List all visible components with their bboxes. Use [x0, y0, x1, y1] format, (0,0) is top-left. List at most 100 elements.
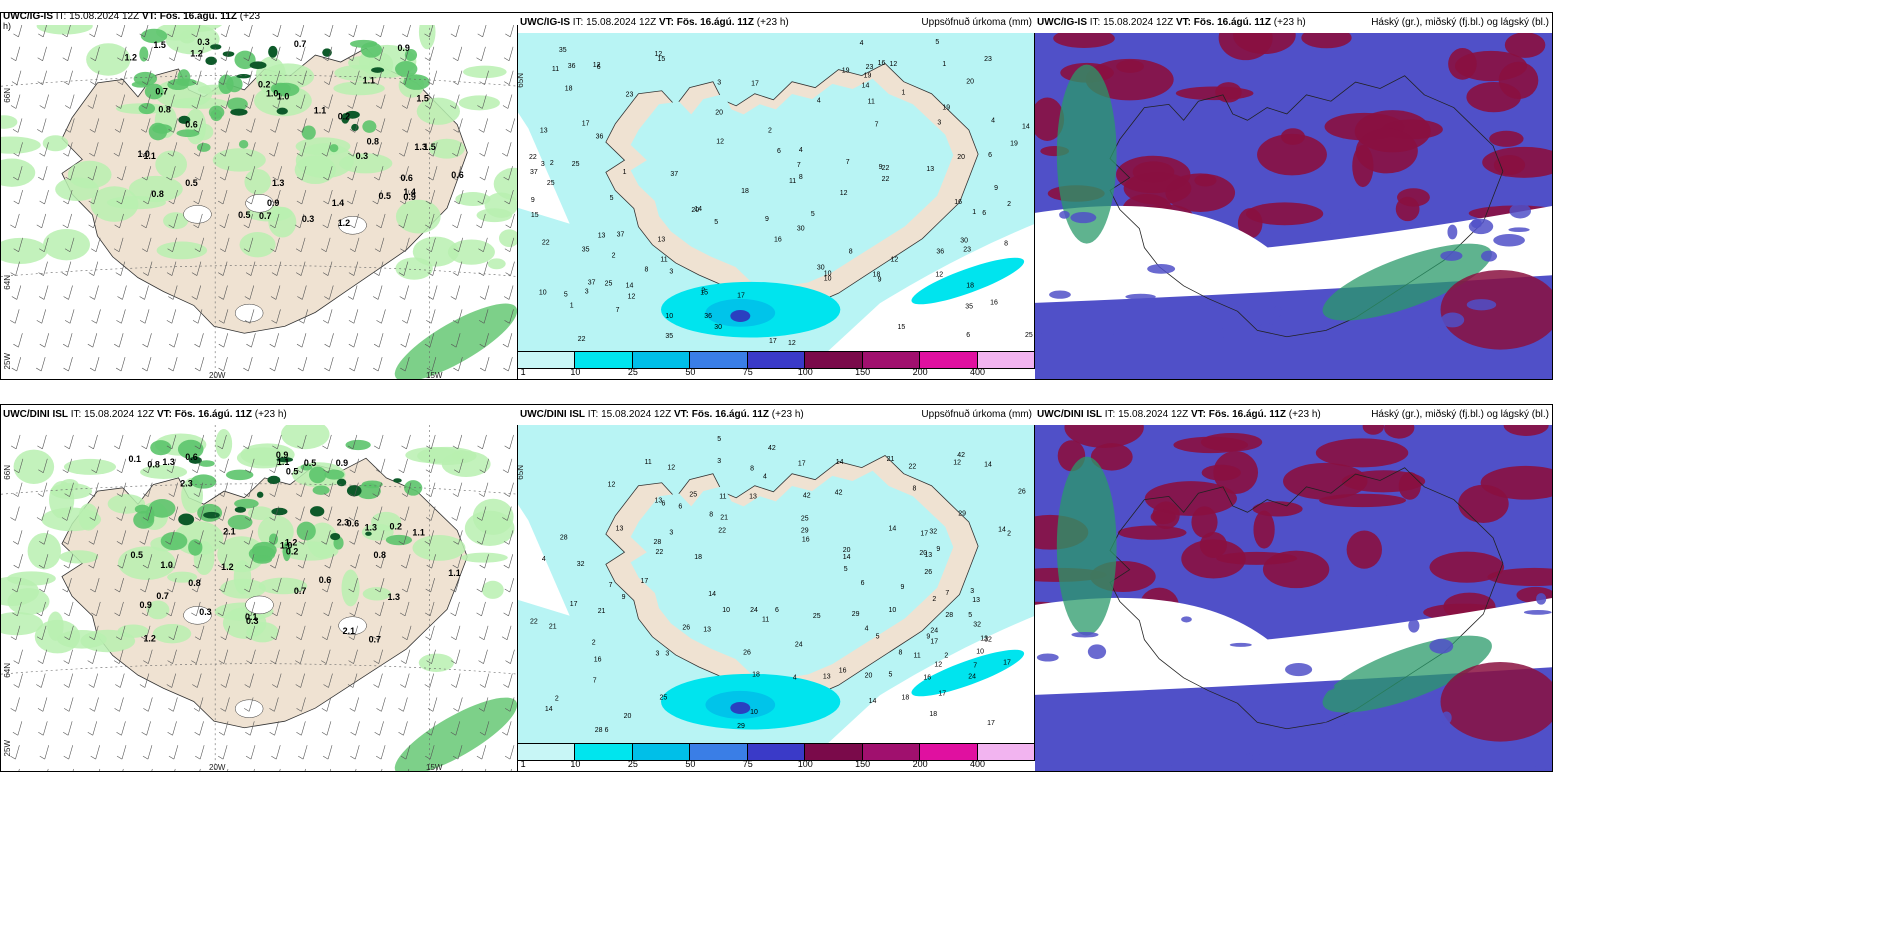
precip-value: 42 — [957, 452, 965, 459]
legend-swatch — [690, 352, 748, 368]
wind-barb — [429, 530, 435, 545]
wind-barb — [379, 721, 384, 736]
cloud-value: 0.6 — [185, 452, 197, 462]
wind-barb — [172, 142, 178, 157]
wind-barb — [66, 22, 72, 37]
wind-barb — [16, 70, 22, 85]
lat-label-66: 66N — [3, 465, 12, 480]
wind-barb — [222, 745, 228, 760]
wind-barb — [42, 22, 48, 37]
wind-barb — [274, 554, 280, 569]
precip-value: 12 — [890, 61, 898, 68]
wind-barb — [502, 517, 508, 521]
wind-barb — [91, 320, 97, 324]
glacier — [234, 303, 264, 323]
wind-barb — [324, 367, 330, 372]
wind-barb — [94, 142, 99, 157]
cloud-value: 1.0 — [280, 540, 292, 550]
wind-barb — [458, 458, 464, 473]
wind-barb — [173, 625, 178, 640]
wind-barb — [458, 118, 463, 133]
wind-barb — [372, 152, 378, 157]
wind-barb — [354, 213, 359, 228]
wind-barb — [37, 129, 43, 133]
cloud-light-blob — [412, 534, 466, 561]
wind-barb — [351, 189, 357, 205]
wind-barb — [223, 578, 229, 593]
wind-barb — [39, 755, 45, 760]
wind-barb — [10, 517, 16, 521]
wind-barb — [146, 70, 152, 85]
mid-cloud-blob — [1251, 754, 1264, 761]
wind-barb — [379, 530, 385, 545]
precip-value: 32 — [973, 622, 981, 629]
wind-barb — [482, 189, 487, 205]
wind-barb — [87, 343, 93, 348]
wind-barb — [401, 105, 408, 109]
wind-barb — [116, 200, 122, 205]
legend-swatch — [920, 352, 978, 368]
wind-barb — [146, 434, 151, 449]
wind-barb — [269, 224, 276, 229]
wind-barb — [167, 152, 174, 157]
wind-barb — [424, 684, 430, 688]
wind-barb — [300, 22, 305, 37]
wind-barb — [352, 434, 358, 449]
cloud-mid-blob — [403, 74, 430, 90]
precip-value: 22 — [908, 464, 916, 471]
precip-value: 28 — [595, 727, 603, 734]
wind-barb — [243, 493, 250, 497]
cloud-mid-blob — [140, 28, 168, 44]
cloud-value: 0.1 — [245, 612, 257, 622]
wind-barb — [431, 357, 437, 372]
wind-barb — [297, 81, 303, 85]
wind-barb — [347, 684, 354, 688]
wind-barb — [380, 213, 386, 228]
legend-label: 50 — [685, 367, 696, 377]
cloud-value: 1.3 — [365, 522, 377, 532]
precip-value: 7 — [797, 162, 801, 169]
wind-barb — [90, 755, 96, 760]
precip-value: 11 — [913, 653, 920, 660]
wind-barb — [478, 248, 484, 252]
precip-value: 18 — [752, 671, 760, 678]
wind-barb — [38, 564, 45, 569]
cloud-light-blob — [55, 177, 99, 202]
wind-barb — [169, 564, 175, 569]
wind-barb — [194, 343, 200, 348]
wind-barb — [117, 81, 123, 85]
wind-barb — [248, 46, 253, 61]
wind-barb — [326, 142, 332, 157]
cloud-light-blob — [128, 175, 183, 203]
wind-barb — [13, 684, 19, 688]
glacier — [338, 216, 367, 235]
wind-barb — [301, 697, 306, 712]
cloud-value: 1.3 — [388, 592, 400, 602]
wind-barb — [218, 660, 224, 664]
cloud-mid-blob — [144, 83, 164, 100]
wind-barb — [509, 482, 514, 497]
precip-value: 10 — [824, 275, 832, 282]
legend-swatch — [518, 352, 576, 368]
wind-barb — [244, 105, 251, 109]
precip-value: 17 — [920, 530, 928, 537]
grid-line — [1, 483, 518, 495]
wind-barb — [68, 601, 74, 616]
wind-barb — [270, 129, 276, 133]
wind-barb — [17, 118, 23, 133]
wind-barb — [116, 320, 122, 324]
high-cloud-blob — [1237, 208, 1263, 239]
wind-barb — [401, 564, 407, 569]
wind-barb — [222, 261, 228, 276]
wind-barb — [431, 554, 436, 569]
wind-barb — [399, 296, 405, 300]
wind-barb — [478, 708, 485, 712]
wind-barb — [301, 189, 307, 205]
wind-barb — [68, 357, 73, 372]
wind-barb — [326, 721, 332, 736]
wind-barb — [218, 296, 224, 300]
wind-barb — [326, 625, 332, 640]
wind-barb — [482, 22, 487, 37]
wind-barb — [251, 333, 256, 348]
wind-barb — [269, 517, 275, 521]
